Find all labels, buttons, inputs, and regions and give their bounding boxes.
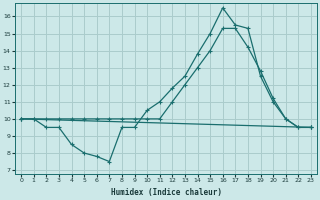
X-axis label: Humidex (Indice chaleur): Humidex (Indice chaleur): [110, 188, 221, 197]
